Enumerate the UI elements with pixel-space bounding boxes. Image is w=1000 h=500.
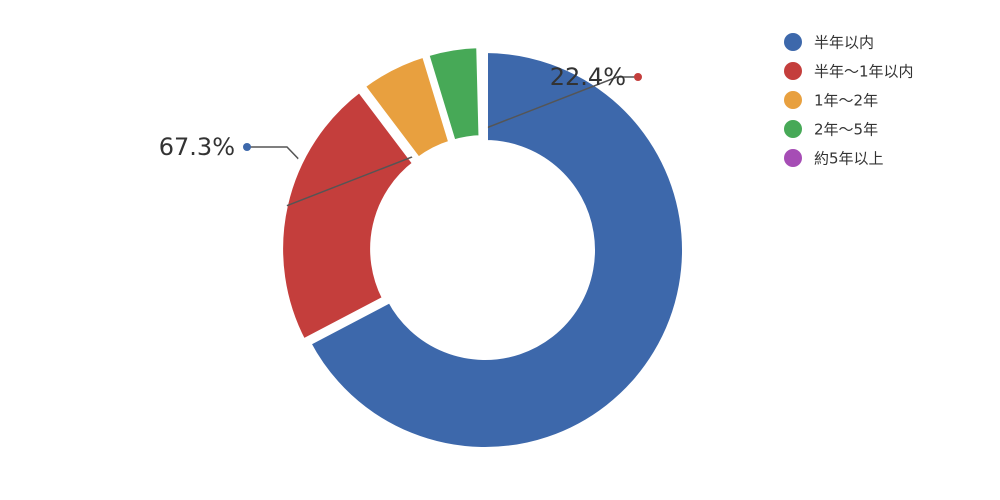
value-label: 67.3% — [159, 133, 235, 161]
legend-swatch — [784, 120, 802, 138]
legend-label: 1年～2年 — [814, 92, 878, 110]
legend-swatch — [784, 91, 802, 109]
leader-line — [286, 76, 638, 207]
legend-label: 約5年以上 — [814, 150, 884, 168]
legend-label: 半年～1年以内 — [814, 63, 914, 81]
legend-swatch — [784, 149, 802, 167]
leader-dot — [634, 73, 642, 81]
slice — [277, 86, 419, 345]
value-label: 22.4% — [550, 63, 626, 91]
legend-swatch — [784, 62, 802, 80]
legend-swatch — [784, 33, 802, 51]
slice — [304, 47, 688, 453]
legend-label: 2年～5年 — [814, 121, 878, 139]
legend-label: 半年以内 — [814, 34, 874, 52]
slice — [476, 42, 488, 142]
leader-dot — [243, 143, 251, 151]
